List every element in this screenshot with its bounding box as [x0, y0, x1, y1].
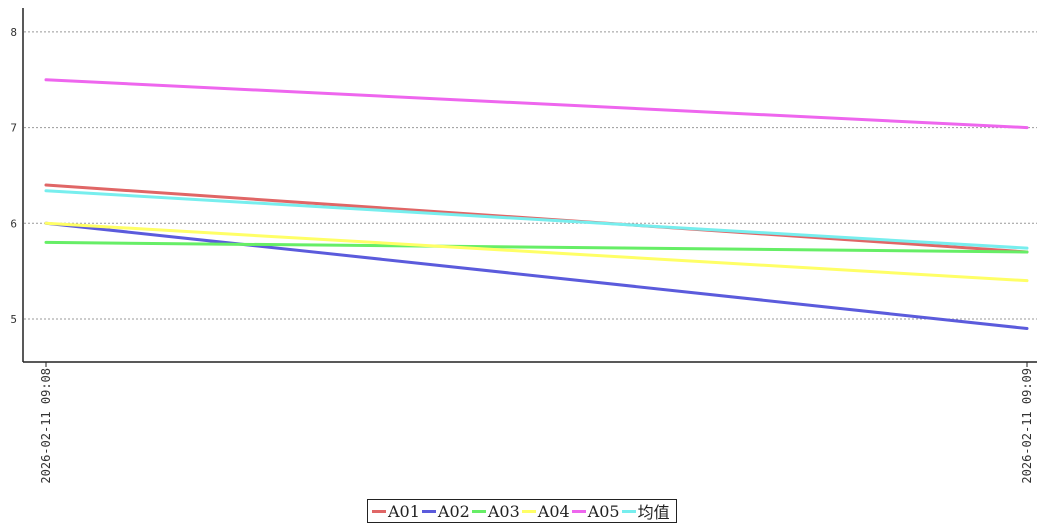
x-tick-label: 2026-02-11 09:09: [1020, 368, 1034, 484]
tick-labels: 5 6 7 8 2026-02-11 09:08 2026-02-11 09:09: [10, 26, 1034, 484]
legend-label: A01: [388, 501, 420, 521]
legend-item: A01: [370, 502, 420, 521]
legend-label: A03: [487, 501, 520, 521]
y-tick-label: 6: [10, 217, 17, 230]
legend-swatch: [372, 509, 386, 513]
series-line-均值: [44, 189, 1029, 250]
y-tick-label: 8: [10, 26, 17, 39]
legend: A01 A02 A03 A04 A05 均值: [367, 499, 677, 523]
legend-swatch: [521, 509, 536, 513]
y-tick-label: 5: [10, 313, 17, 326]
legend-swatch: [571, 509, 586, 513]
legend-item: A03: [470, 502, 520, 521]
legend-label: A02: [437, 501, 470, 521]
series-line-A05: [44, 78, 1029, 130]
series-line-A03: [44, 240, 1029, 254]
legend-swatch: [471, 509, 486, 513]
axes: [22, 8, 1037, 367]
legend-item: A02: [420, 502, 470, 521]
legend-label: 均值: [637, 503, 670, 522]
legend-item: A05: [570, 502, 620, 521]
x-tick-label: 2026-02-11 09:08: [39, 368, 53, 484]
series-line-A04: [44, 221, 1029, 283]
legend-item: 均值: [620, 499, 670, 523]
legend-item: A04: [520, 502, 570, 521]
series-line-A02: [44, 221, 1029, 331]
legend-swatch: [421, 509, 436, 513]
legend-swatch: [621, 509, 636, 513]
legend-label: A05: [587, 501, 620, 521]
y-tick-label: 7: [10, 122, 17, 135]
legend-label: A04: [537, 501, 570, 521]
series-lines: [44, 78, 1029, 331]
gridlines: [24, 31, 1037, 320]
